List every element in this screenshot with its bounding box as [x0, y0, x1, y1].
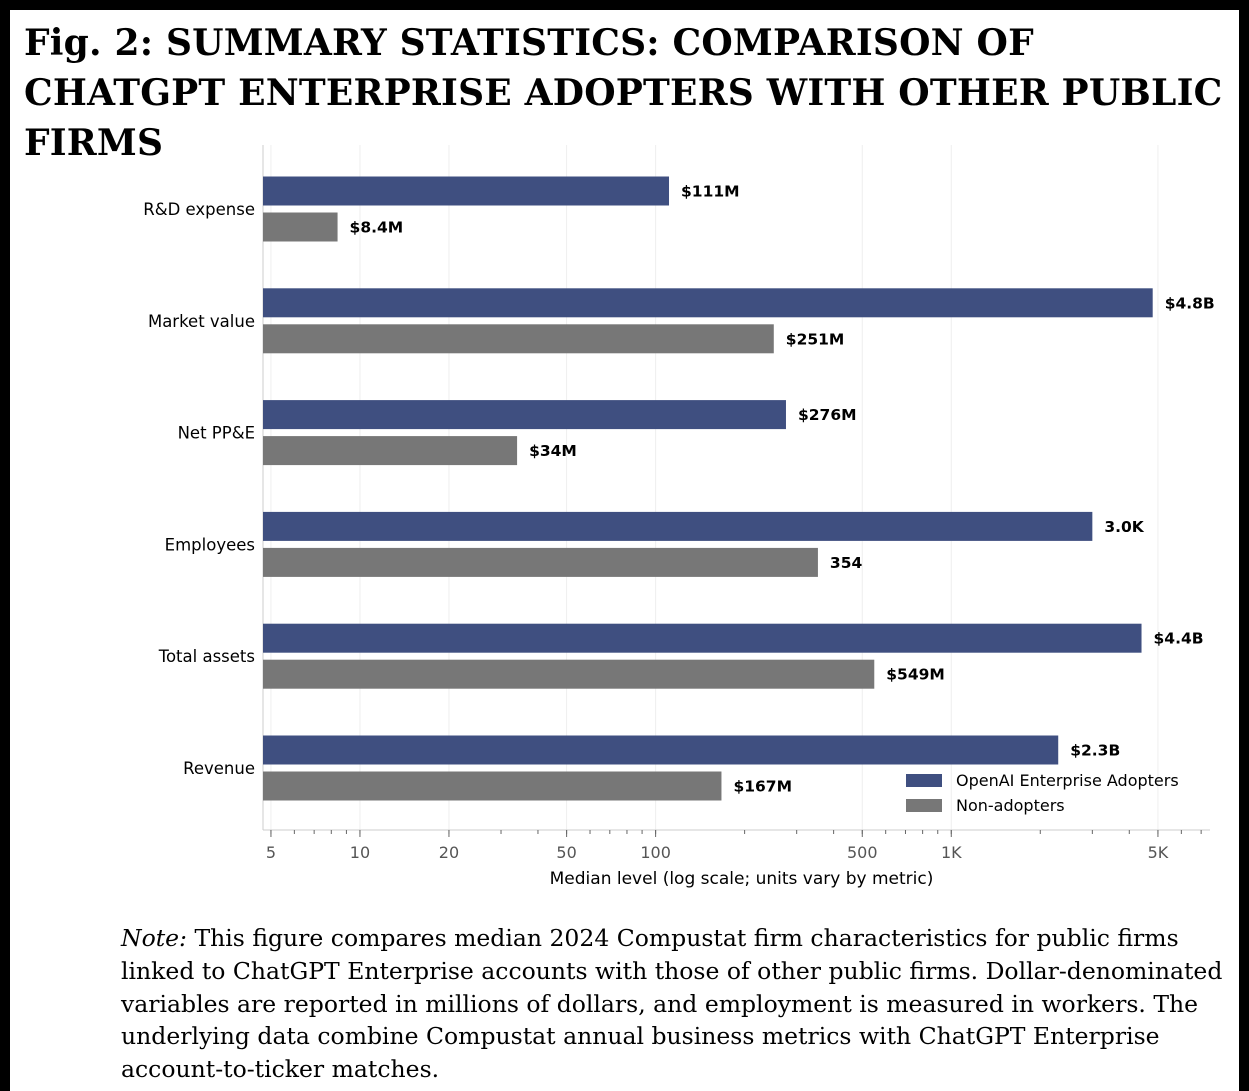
bar-value-label: $276M	[798, 406, 857, 424]
bar-adopters	[263, 735, 1059, 765]
bar-value-label: $549M	[886, 666, 945, 684]
bar-non-adopters	[263, 212, 338, 242]
bar-non-adopters	[263, 324, 774, 354]
legend-swatch	[906, 774, 942, 787]
legend-label: OpenAI Enterprise Adopters	[956, 771, 1179, 790]
bar-adopters	[263, 623, 1142, 653]
bar-value-label: $2.3B	[1070, 742, 1120, 760]
bar-value-label: $4.8B	[1165, 294, 1215, 312]
x-tick-label: 5K	[1148, 843, 1169, 862]
x-tick-label: 1K	[941, 843, 962, 862]
bar-adopters	[263, 288, 1153, 318]
x-tick-label: 500	[847, 843, 878, 862]
bar-non-adopters	[263, 547, 818, 577]
bar-value-label: $34M	[529, 442, 577, 460]
category-label: R&D expense	[143, 200, 255, 219]
category-label: Total assets	[158, 647, 255, 666]
legend-label: Non-adopters	[956, 796, 1065, 815]
bar-non-adopters	[263, 659, 875, 689]
category-label: Employees	[165, 535, 255, 554]
bar-adopters	[263, 511, 1093, 541]
figure-title: Fig. 2: SUMMARY STATISTICS: COMPARISON O…	[24, 22, 1223, 164]
bar-value-label: $251M	[786, 330, 845, 348]
bar-non-adopters	[263, 771, 722, 801]
x-tick-label: 20	[439, 843, 459, 862]
bar-value-label: $8.4M	[350, 219, 404, 237]
x-tick-label: 5	[266, 843, 276, 862]
category-label: Revenue	[183, 759, 255, 778]
x-tick-label: 10	[350, 843, 370, 862]
bar-value-label: $167M	[733, 778, 792, 796]
bar-chart: 5 10 20 50 100 500 1K 5K Median level (log scale…	[143, 145, 1215, 889]
figure-note: Note: This figure compares median 2024 C…	[121, 922, 1227, 1086]
x-tick-label: 50	[556, 843, 576, 862]
note-label: Note:	[121, 924, 187, 952]
bar-value-label: 354	[830, 554, 863, 572]
bar-non-adopters	[263, 436, 518, 466]
bar-value-label: $4.4B	[1154, 630, 1204, 648]
x-tick-label: 100	[640, 843, 671, 862]
x-axis-label: Median level (log scale; units vary by m…	[550, 869, 934, 889]
bar-adopters	[263, 400, 786, 430]
category-label: Market value	[148, 312, 255, 331]
bar-value-label: 3.0K	[1104, 518, 1144, 536]
bar-value-label: $111M	[681, 183, 740, 201]
bar-adopters	[263, 176, 670, 206]
figure-frame: Fig. 2: SUMMARY STATISTICS: COMPARISON O…	[10, 10, 1239, 1091]
note-text: This figure compares median 2024 Compust…	[121, 924, 1223, 1084]
legend-swatch	[906, 799, 942, 812]
category-label: Net PP&E	[178, 424, 255, 443]
